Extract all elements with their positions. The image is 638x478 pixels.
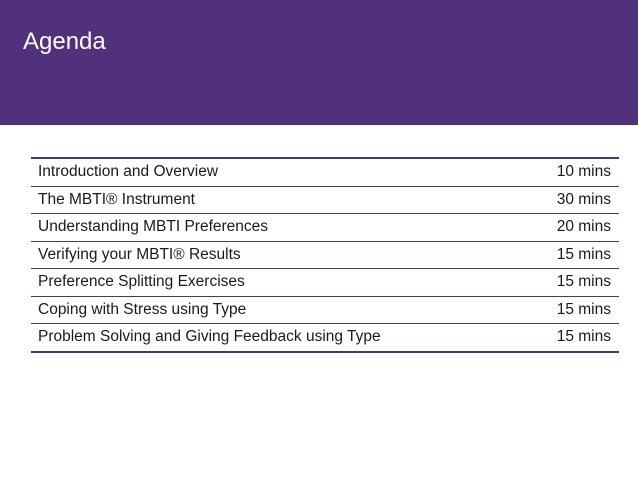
agenda-item-duration: 20 mins [556,218,611,236]
agenda-item-duration: 15 mins [556,300,611,318]
agenda-item-label: Problem Solving and Giving Feedback usin… [38,328,381,346]
header-band: Agenda [0,0,638,125]
agenda-item-label: The MBTI® Instrument [38,190,195,208]
agenda-row: Preference Splitting Exercises 15 mins [31,269,619,297]
agenda-item-duration: 15 mins [556,328,611,346]
agenda-item-label: Verifying your MBTI® Results [38,245,241,263]
agenda-table: Introduction and Overview 10 mins The MB… [31,157,619,353]
agenda-item-label: Coping with Stress using Type [38,300,247,318]
agenda-row: Problem Solving and Giving Feedback usin… [31,324,619,351]
agenda-item-label: Understanding MBTI Preferences [38,218,269,236]
agenda-item-duration: 10 mins [556,163,611,181]
agenda-row: Understanding MBTI Preferences 20 mins [31,214,619,242]
agenda-row: Introduction and Overview 10 mins [31,159,619,187]
agenda-item-duration: 15 mins [556,273,611,291]
agenda-item-label: Introduction and Overview [38,163,219,181]
agenda-row: Coping with Stress using Type 15 mins [31,297,619,324]
agenda-row: Verifying your MBTI® Results 15 mins [31,242,619,269]
agenda-row: The MBTI® Instrument 30 mins [31,187,619,214]
agenda-item-label: Preference Splitting Exercises [38,273,245,291]
slide-title: Agenda [23,28,106,55]
agenda-item-duration: 30 mins [556,190,611,208]
agenda-item-duration: 15 mins [556,245,611,263]
